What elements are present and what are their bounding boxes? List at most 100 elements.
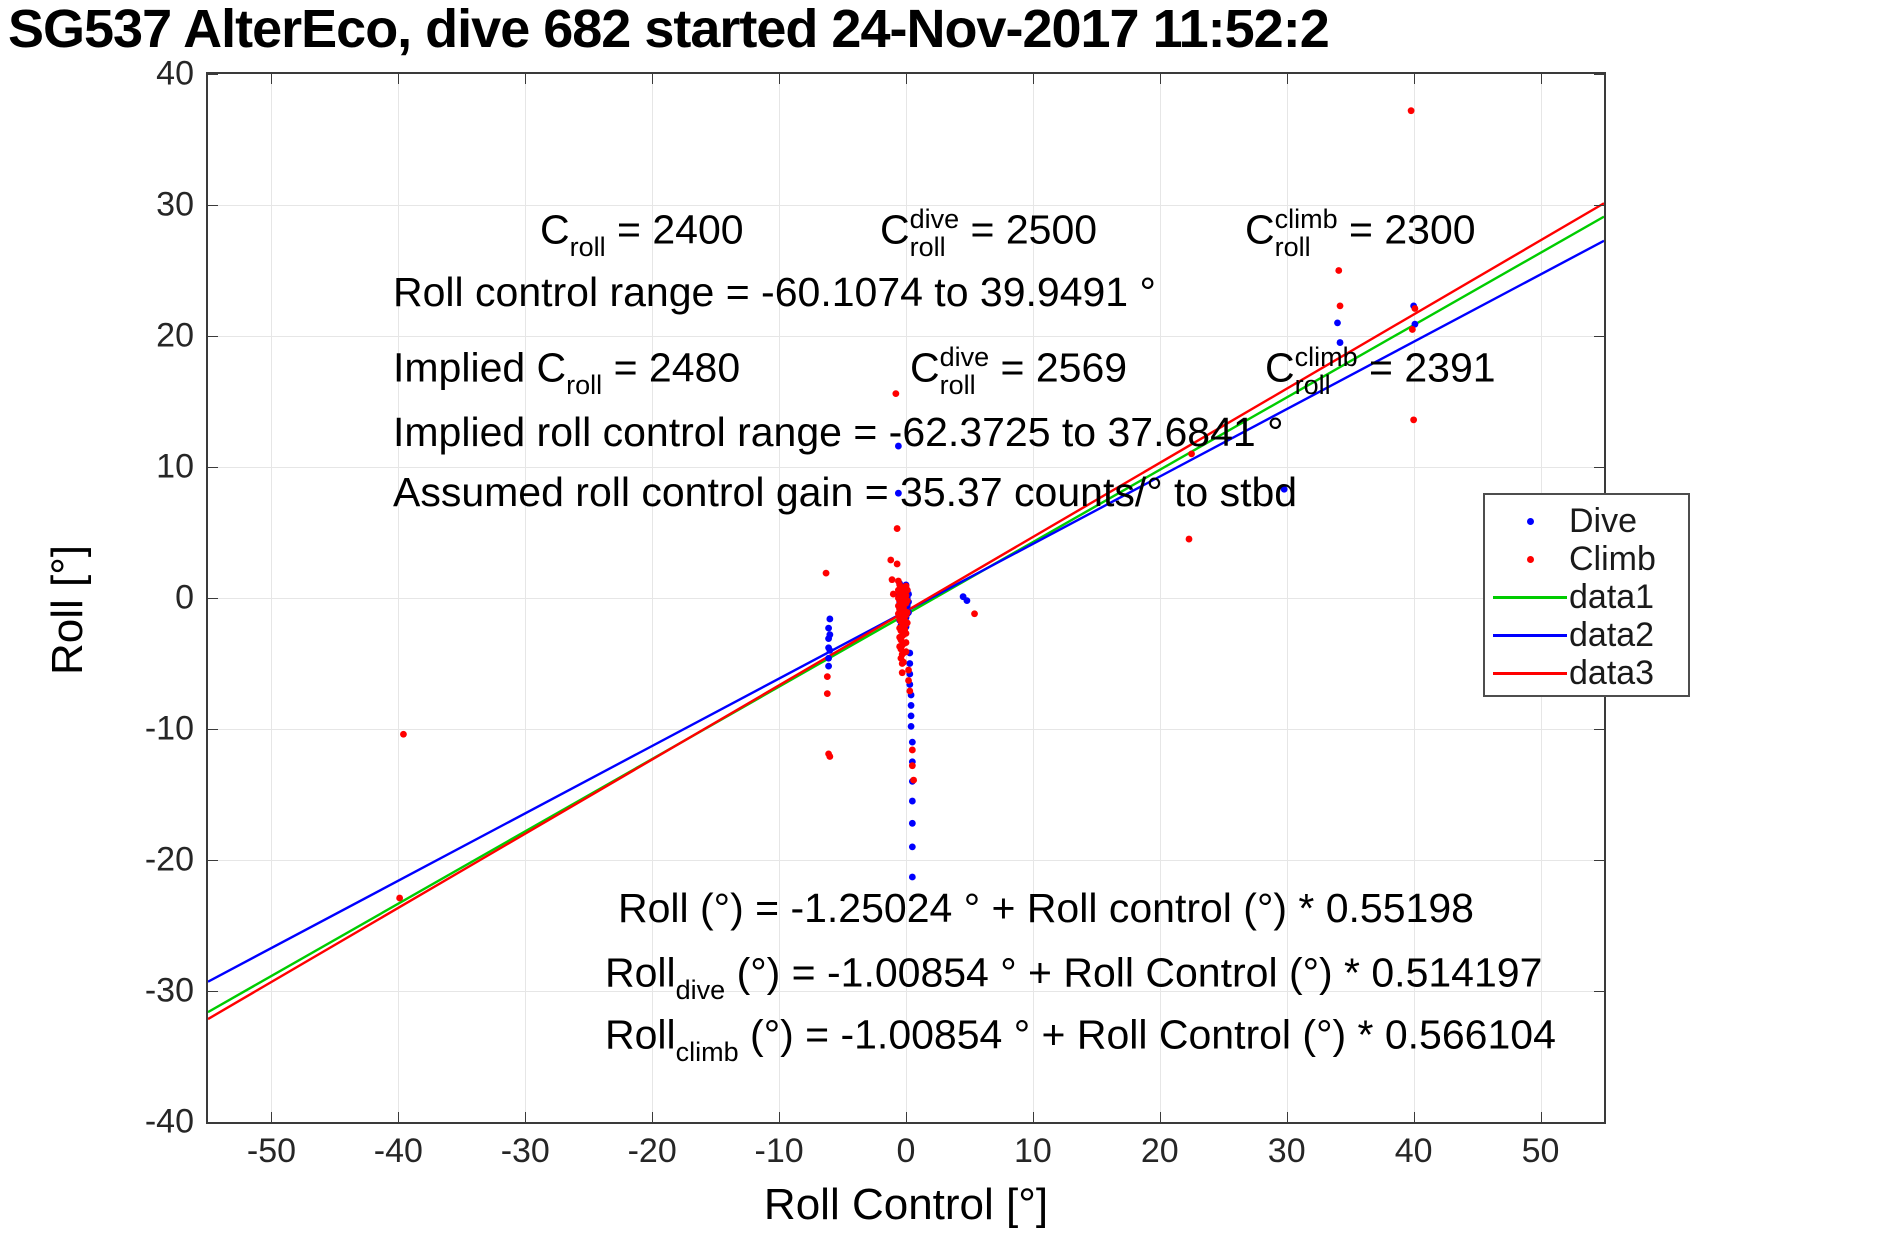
eq-climb-rest: (°) = -1.00854 ° + Roll Control (°) * 0.… (738, 1011, 1556, 1058)
implied-dive-superscript: dive (939, 342, 990, 372)
c-roll-symbol: C (540, 206, 570, 253)
data-point (400, 730, 407, 738)
data-point (910, 776, 918, 784)
x-axis-tick-top (1159, 1112, 1161, 1122)
x-axis-tick-top (398, 1112, 400, 1122)
data-point (902, 639, 910, 646)
equation-roll-climb: Rollxclimb (°) = -1.00854 ° + Roll Contr… (605, 1010, 1556, 1065)
y-tick-label: -40 (144, 1102, 194, 1141)
data-point (908, 762, 916, 770)
data-point (888, 576, 896, 584)
plot-canvas (208, 107, 1604, 1021)
data-point (903, 586, 911, 594)
data-point (887, 556, 895, 564)
legend-swatch (1493, 633, 1567, 637)
x-tick-label: 0 (896, 1132, 916, 1170)
implied-dive-value: = 2569 (989, 344, 1128, 391)
data-point (963, 597, 971, 605)
c-roll-dive-symbol: C (880, 206, 910, 253)
x-axis-tick-top (1540, 1112, 1542, 1122)
c-roll-value: = 2400 (605, 206, 744, 253)
data-point (906, 687, 914, 695)
x-axis-tick (779, 74, 781, 84)
legend-label: data3 (1569, 653, 1655, 692)
c-roll-dive-superscript: dive (909, 204, 960, 234)
gridline-horizontal (208, 729, 1604, 730)
c-roll-subscript: roll (569, 231, 606, 262)
data-point (908, 746, 916, 754)
x-axis-tick (1413, 74, 1415, 84)
y-axis-tick (208, 729, 218, 730)
data-point (907, 712, 915, 720)
implied-c-roll-prefix: Implied C (393, 344, 567, 391)
equation-roll-dive: Rollxdive (°) = -1.00854 ° + Roll Contro… (605, 948, 1542, 1003)
legend-item-dive[interactable]: Dive (1485, 502, 1688, 540)
y-tick-label: 10 (156, 447, 194, 486)
implied-climb-subscript: roll (1294, 369, 1331, 400)
eq-climb-subscript: climb (675, 1036, 739, 1067)
eq-dive-prefix: Roll (605, 949, 676, 996)
data-point (822, 569, 830, 577)
x-axis-tick (398, 74, 400, 84)
x-tick-label: -40 (373, 1132, 423, 1170)
x-axis-tick-top (1032, 1112, 1034, 1122)
data-point (905, 677, 912, 684)
x-tick-label: -30 (500, 1132, 550, 1170)
data-point (1411, 320, 1419, 328)
data-point (893, 525, 901, 532)
y-tick-label: 20 (156, 316, 194, 355)
implied-climb-supsub-group: climb roll (1294, 343, 1358, 400)
legend-line-icon (1491, 595, 1569, 599)
c-roll-dive-value: = 2500 (959, 206, 1098, 253)
data-point (1336, 302, 1344, 310)
data-point (903, 619, 911, 627)
legend-swatch (1493, 671, 1567, 675)
y-axis-tick (208, 1122, 218, 1123)
legend-item-climb[interactable]: Climb (1485, 540, 1688, 578)
gridline-horizontal (208, 991, 1604, 992)
data-point (1185, 535, 1193, 543)
y-tick-label: -10 (144, 709, 194, 748)
legend-marker-icon (1491, 517, 1569, 525)
legend-line-icon (1491, 633, 1569, 637)
data-point (907, 702, 915, 709)
legend: Dive Climb data1 data2 data3 (1483, 493, 1690, 697)
legend-item-data1[interactable]: data1 (1485, 578, 1688, 616)
data-point (907, 722, 915, 730)
data-point (823, 673, 831, 680)
data-point (825, 662, 832, 670)
x-axis-tick (525, 74, 527, 84)
eq-dive-sub-group: xdive (676, 949, 726, 1004)
data-point (826, 615, 834, 623)
y-axis-tick-right (1594, 74, 1604, 75)
x-axis-tick-top (906, 1112, 907, 1122)
y-tick-label: 40 (156, 54, 194, 93)
x-tick-label: 10 (1013, 1132, 1052, 1170)
page-title: SG537 AlterEco, dive 682 started 24-Nov-… (8, 0, 1330, 59)
implied-dive-subscript: roll (939, 369, 976, 400)
legend-swatch (1526, 555, 1534, 563)
y-axis-tick (208, 860, 218, 861)
implied-climb-symbol: C (1265, 344, 1295, 391)
c-roll-climb-supsub-group: climb roll (1275, 205, 1338, 261)
c-roll-climb-value: = 2300 (1337, 206, 1476, 253)
data-point (1336, 339, 1344, 346)
legend-item-data3[interactable]: data3 (1485, 654, 1688, 692)
data-point (1407, 107, 1415, 115)
data-point (1188, 450, 1195, 458)
y-axis-tick-right (1594, 336, 1604, 337)
x-axis-tick-top (525, 1112, 527, 1122)
data-point (905, 666, 912, 674)
data-point (908, 873, 916, 881)
x-axis-tick (1286, 74, 1288, 84)
x-axis-tick-top (779, 1112, 781, 1122)
data-point (908, 797, 916, 805)
legend-item-data2[interactable]: data2 (1485, 616, 1688, 654)
implied-climb-value: = 2391 (1357, 344, 1496, 391)
y-axis-tick (208, 205, 218, 206)
x-axis-tick (1032, 74, 1034, 84)
annotation-assumed-gain: Assumed roll control gain = 35.37 counts… (393, 469, 1298, 515)
